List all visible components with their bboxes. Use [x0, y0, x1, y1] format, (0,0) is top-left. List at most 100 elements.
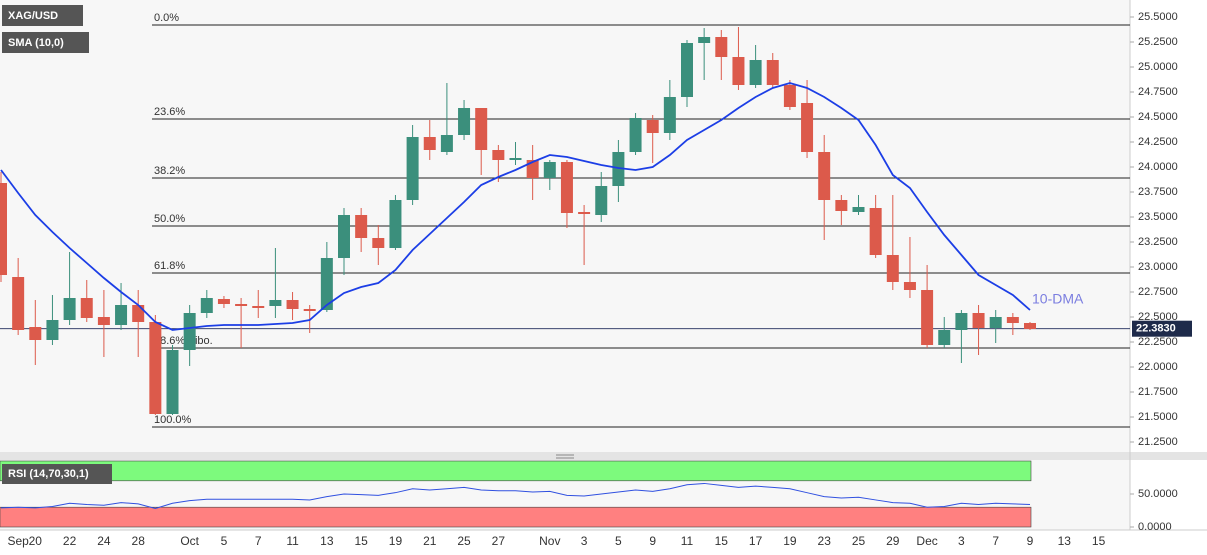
candle-body	[681, 43, 693, 97]
candle-body	[269, 300, 282, 306]
candle-body	[406, 137, 419, 200]
legend-label: RSI (14,70,30,1)	[8, 468, 89, 480]
x-tick-label: 15	[354, 534, 368, 548]
candle-body	[698, 37, 711, 43]
legend-box	[2, 5, 83, 26]
x-tick-label: 5	[615, 534, 622, 548]
y-tick-label: 22.7500	[1138, 286, 1178, 298]
candle-body	[595, 186, 608, 215]
x-tick-label: 11	[681, 534, 694, 548]
candle-body	[543, 162, 556, 178]
y-tick-label: 22.2500	[1138, 336, 1178, 348]
candle-body	[80, 298, 93, 318]
x-tick-label: 23	[818, 534, 832, 548]
candle-body	[0, 183, 7, 275]
y-tick-label: 22.5000	[1138, 311, 1178, 323]
x-tick-label: 9	[649, 534, 656, 548]
y-tick-label: 22.0000	[1138, 361, 1178, 373]
x-tick-label: 11	[286, 534, 299, 548]
candle-body	[29, 327, 42, 340]
fib-label: 61.8%	[154, 260, 185, 272]
candle-body	[440, 135, 453, 152]
candle-body	[475, 108, 488, 150]
y-tick-label: 25.5000	[1138, 11, 1178, 23]
candle-body	[217, 299, 230, 304]
candle-body	[458, 108, 471, 135]
x-tick-label: 7	[255, 534, 262, 548]
candle-body	[783, 85, 796, 107]
x-tick-label: 21	[423, 534, 437, 548]
sma-annotation: 10-DMA	[1032, 291, 1084, 307]
x-tick-label: 5	[221, 534, 228, 548]
candle-body	[989, 317, 1002, 328]
x-tick-label: 27	[492, 534, 506, 548]
y-tick-label: 24.0000	[1138, 161, 1178, 173]
x-tick-label: 20	[29, 534, 43, 548]
x-tick-label: 15	[715, 534, 729, 548]
candle-body	[749, 60, 762, 85]
x-tick-label: 19	[389, 534, 403, 548]
x-tick-label: 15	[1092, 534, 1106, 548]
x-tick-label: Oct	[180, 534, 199, 548]
fib-label: 50.0%	[154, 213, 185, 225]
candle-body	[338, 215, 350, 258]
candle-body	[578, 212, 591, 214]
candle-body	[166, 350, 179, 414]
candle-body	[715, 37, 728, 57]
candle-body	[955, 313, 968, 330]
y-tick-label: 24.2500	[1138, 136, 1178, 148]
candle-body	[663, 97, 676, 133]
y-tick-label: 50.0000	[1138, 488, 1178, 500]
fib-label: 0.0%	[154, 12, 179, 24]
candle-body	[423, 137, 436, 150]
legend-label: SMA (10,0)	[8, 37, 64, 49]
candle-body	[286, 300, 299, 309]
rsi-line	[0, 482, 1031, 510]
candle-body	[1024, 323, 1036, 329]
legend-box	[2, 464, 112, 484]
x-tick-label: 19	[783, 534, 797, 548]
x-tick-label: 7	[992, 534, 999, 548]
candle-body	[355, 215, 368, 238]
candle-body	[46, 320, 59, 340]
x-tick-label: Sep	[7, 534, 29, 548]
legend-label: XAG/USD	[8, 10, 58, 22]
sma-line	[0, 82, 1031, 331]
panel-separator	[0, 452, 1207, 460]
x-tick-label: 22	[63, 534, 77, 548]
candle-body	[492, 150, 505, 160]
y-tick-label: 23.7500	[1138, 186, 1178, 198]
x-tick-label: Nov	[539, 534, 560, 548]
candle-body	[835, 200, 848, 211]
y-tick-label: 21.7500	[1138, 386, 1178, 398]
y-tick-label: 24.7500	[1138, 86, 1178, 98]
y-tick-label: 23.0000	[1138, 261, 1178, 273]
x-tick-label: 3	[958, 534, 965, 548]
candle-body	[12, 277, 25, 330]
candle-body	[235, 304, 248, 306]
candle-body	[97, 317, 110, 325]
candle-body	[149, 322, 162, 414]
candle-body	[389, 200, 402, 248]
candle-body	[938, 330, 951, 345]
y-tick-label: 0.0000	[1138, 521, 1172, 533]
x-tick-label: 9	[1027, 534, 1034, 548]
candle-body	[252, 306, 265, 308]
candle-body	[132, 305, 145, 322]
x-tick-label: 13	[1058, 534, 1072, 548]
rsi-band	[0, 460, 1032, 482]
candle-body	[732, 57, 745, 85]
candle-body	[509, 158, 522, 160]
fib-label: 100.0%	[154, 414, 192, 426]
fib-label: 38.2%	[154, 165, 185, 177]
candle-body	[921, 290, 934, 345]
x-tick-label: 13	[320, 534, 334, 548]
candle-body	[646, 120, 659, 133]
candle-body	[612, 152, 625, 186]
y-tick-label: 23.2500	[1138, 236, 1178, 248]
candle-body	[183, 313, 196, 350]
candle-body	[766, 60, 779, 85]
candle-body	[903, 282, 916, 290]
x-tick-label: 28	[132, 534, 146, 548]
